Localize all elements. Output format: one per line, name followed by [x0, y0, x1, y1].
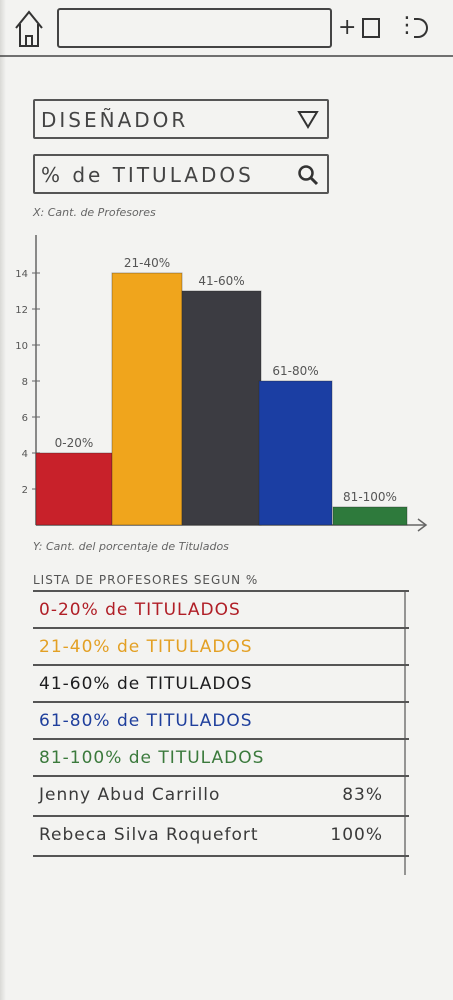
- list-item-label: 81-100% de TITULADOS: [39, 748, 265, 768]
- y-tick-label: 4: [22, 449, 28, 460]
- bar-label: 81-100%: [343, 490, 397, 504]
- list-item-label: 21-40% de TITULADOS: [39, 637, 253, 657]
- search-icon[interactable]: [297, 164, 319, 186]
- more-icon[interactable]: ⋮: [396, 13, 418, 38]
- toolbar-divider: [0, 55, 453, 57]
- role-select[interactable]: DISEÑADOR: [33, 99, 329, 139]
- list-item-label: 61-80% de TITULADOS: [39, 711, 253, 731]
- metric-search[interactable]: % de TITULADOS: [33, 154, 329, 194]
- list-bottom-rule: [33, 855, 409, 857]
- bar-0-20%: [35, 452, 113, 526]
- metric-search-value: % de TITULADOS: [41, 163, 254, 187]
- list-item-81-100[interactable]: 81-100% de TITULADOS: [33, 738, 409, 775]
- bar-chart: 2 4 6 8 10 12 14 0-20% 21-40% 41-60% 61-80% 81-100…: [15, 235, 428, 532]
- role-select-value: DISEÑADOR: [41, 108, 189, 132]
- chart-bars: [35, 272, 408, 526]
- y-tick-label: 10: [15, 341, 28, 352]
- paper-edge: [0, 0, 6, 1000]
- professor-list: 0-20% de TITULADOS 21-40% de TITULADOS 4…: [33, 590, 409, 857]
- person-name: Jenny Abud Carrillo: [39, 785, 221, 805]
- list-border: [404, 590, 406, 875]
- bar-21-40%: [111, 272, 183, 526]
- chart-y-ticks: 2 4 6 8 10 12 14: [15, 269, 40, 496]
- y-tick-label: 12: [15, 305, 28, 316]
- list-item-person[interactable]: Jenny Abud Carrillo 83%: [33, 775, 409, 815]
- home-icon[interactable]: [12, 8, 46, 48]
- browser-toolbar: + ⋮: [0, 0, 453, 62]
- x-axis-note: X: Cant. de Profesores: [33, 206, 156, 219]
- person-name: Rebeca Silva Roquefort: [39, 825, 259, 845]
- list-item-person[interactable]: Rebeca Silva Roquefort 100%: [33, 815, 409, 855]
- plus-icon[interactable]: +: [338, 15, 357, 40]
- list-item-41-60[interactable]: 41-60% de TITULADOS: [33, 664, 409, 701]
- list-item-61-80[interactable]: 61-80% de TITULADOS: [33, 701, 409, 738]
- chart-bar-labels: 0-20% 21-40% 41-60% 61-80% 81-100%: [55, 256, 397, 504]
- bar-label: 61-80%: [272, 364, 318, 378]
- person-percent: 83%: [342, 785, 383, 805]
- y-tick-label: 14: [15, 269, 28, 280]
- list-item-label: 41-60% de TITULADOS: [39, 674, 253, 694]
- list-item-0-20[interactable]: 0-20% de TITULADOS: [33, 590, 409, 627]
- y-tick-label: 8: [22, 377, 28, 388]
- bar-label: 41-60%: [198, 274, 244, 288]
- bar-81-100%: [332, 506, 408, 526]
- bar-41-60%: [181, 290, 262, 526]
- y-tick-label: 2: [22, 485, 28, 496]
- bar-label: 0-20%: [55, 436, 94, 450]
- list-item-label: 0-20% de TITULADOS: [39, 600, 241, 620]
- bar-61-80%: [258, 380, 333, 526]
- chevron-down-icon[interactable]: [297, 109, 319, 129]
- y-axis-note: Y: Cant. del porcentaje de Titulados: [33, 540, 229, 553]
- person-percent: 100%: [330, 825, 383, 845]
- url-input[interactable]: [57, 8, 332, 48]
- bar-label: 21-40%: [124, 256, 170, 270]
- refresh-icon[interactable]: [414, 18, 428, 38]
- x-axis-arrow: [417, 518, 428, 532]
- y-tick-label: 6: [22, 413, 28, 424]
- new-tab-icon[interactable]: [362, 18, 380, 38]
- list-item-21-40[interactable]: 21-40% de TITULADOS: [33, 627, 409, 664]
- list-title: LISTA DE PROFESORES SEGUN %: [33, 573, 259, 587]
